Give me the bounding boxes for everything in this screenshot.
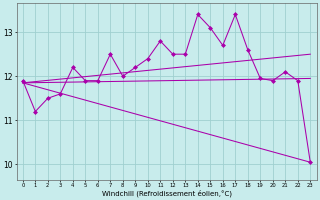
X-axis label: Windchill (Refroidissement éolien,°C): Windchill (Refroidissement éolien,°C) [101, 189, 232, 197]
